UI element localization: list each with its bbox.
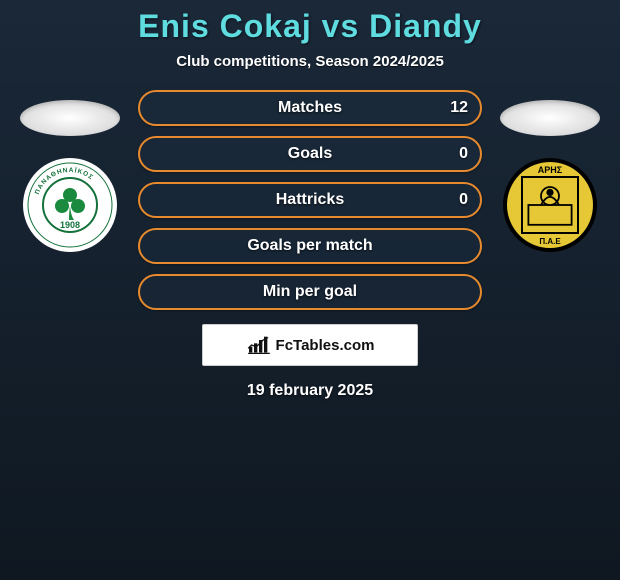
stat-row-goals-per-match: Goals per match (138, 228, 482, 264)
player-right-column: ΑΡΗΣ Π.Α.Ε (500, 88, 600, 252)
stat-row-matches: Matches 12 (138, 90, 482, 126)
stat-right-value: 0 (459, 145, 468, 163)
main-area: ΠΑΝΑΘΗΝΑΪΚΟΣ 1908 Matches 12 Goals 0 Hat… (0, 88, 620, 310)
club-badge-left: ΠΑΝΑΘΗΝΑΪΚΟΣ 1908 (23, 158, 117, 252)
stat-row-goals: Goals 0 (138, 136, 482, 172)
panathinaikos-crest-icon: ΠΑΝΑΘΗΝΑΪΚΟΣ 1908 (27, 162, 113, 248)
club-right-bottom-text: Π.Α.Ε (507, 237, 593, 246)
subtitle: Club competitions, Season 2024/2025 (0, 53, 620, 70)
club-year: 1908 (60, 220, 80, 230)
infographic-container: Enis Cokaj vs Diandy Club competitions, … (0, 0, 620, 400)
stat-label: Min per goal (263, 283, 357, 301)
stat-right-value: 12 (450, 99, 468, 117)
player-left-photo (20, 100, 120, 136)
stat-label: Goals (288, 145, 332, 163)
bar-chart-icon (246, 335, 272, 355)
stat-row-hattricks: Hattricks 0 (138, 182, 482, 218)
stat-label: Hattricks (276, 191, 344, 209)
club-badge-right: ΑΡΗΣ Π.Α.Ε (503, 158, 597, 252)
club-right-top-text: ΑΡΗΣ (507, 165, 593, 175)
stat-right-value: 0 (459, 191, 468, 209)
aris-inner-icon (521, 176, 579, 234)
stat-label: Matches (278, 99, 342, 117)
brand-box: FcTables.com (202, 324, 418, 366)
player-right-photo (500, 100, 600, 136)
stats-column: Matches 12 Goals 0 Hattricks 0 Goals per… (138, 90, 482, 310)
title: Enis Cokaj vs Diandy (0, 8, 620, 45)
stat-row-min-per-goal: Min per goal (138, 274, 482, 310)
date-text: 19 february 2025 (0, 382, 620, 400)
brand-text: FcTables.com (276, 337, 375, 354)
player-left-column: ΠΑΝΑΘΗΝΑΪΚΟΣ 1908 (20, 88, 120, 252)
stat-label: Goals per match (247, 237, 372, 255)
